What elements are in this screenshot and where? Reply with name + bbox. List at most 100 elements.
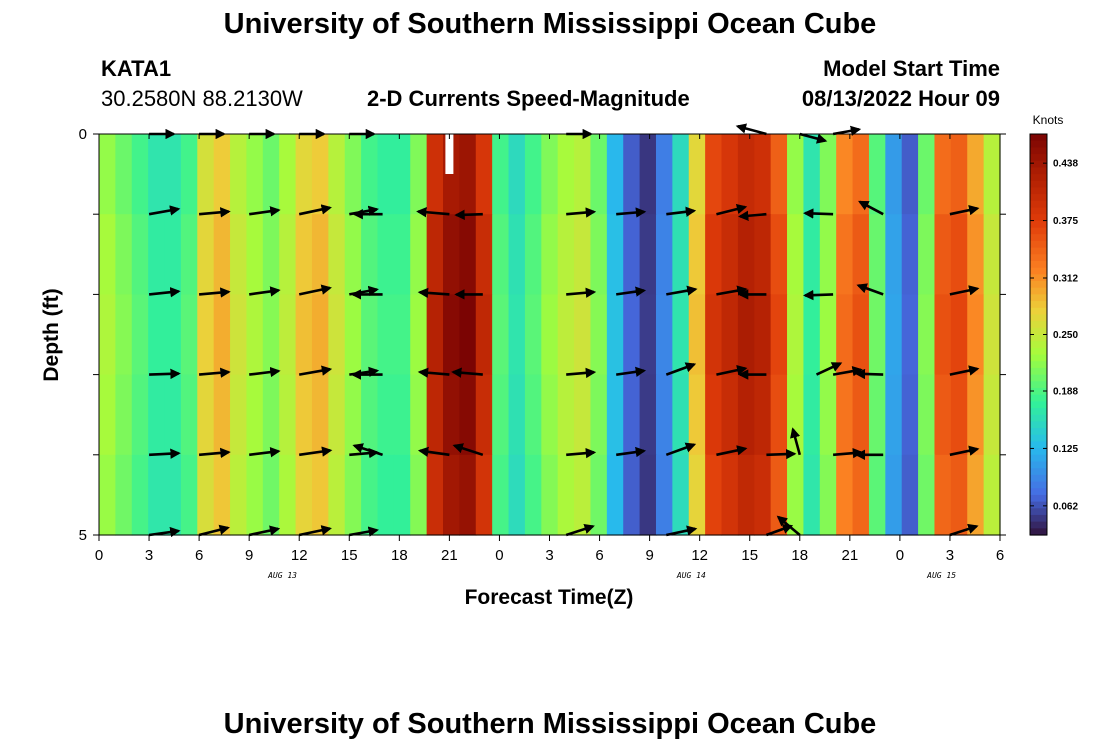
heatmap-cell — [99, 214, 116, 295]
colorbar-segment — [1030, 528, 1047, 536]
heatmap-cell — [950, 214, 968, 295]
heatmap-cell — [541, 454, 559, 536]
colorbar-segment — [1030, 247, 1047, 255]
heatmap-cell — [361, 134, 379, 215]
colorbar-segment — [1030, 240, 1047, 249]
heatmap-cell — [410, 374, 428, 456]
heatmap-cell — [852, 294, 870, 376]
heatmap-cell — [655, 134, 673, 215]
date-label: AUG 14 — [676, 571, 706, 580]
heatmap-cell — [164, 294, 182, 376]
heatmap-cell — [492, 214, 510, 295]
heatmap-cell — [918, 134, 936, 215]
heatmap-cell — [541, 214, 559, 295]
heatmap-cell — [410, 134, 428, 215]
current-vector-arrow — [416, 207, 450, 218]
heatmap-cell — [606, 454, 624, 536]
heatmap-cell — [672, 374, 690, 456]
heatmap-cell — [754, 454, 772, 536]
heatmap-cell — [623, 214, 641, 295]
heatmap-cell — [459, 454, 477, 536]
colorbar-segment — [1030, 154, 1047, 162]
current-vector-arrow — [803, 208, 834, 219]
heatmap-cell — [295, 454, 313, 536]
heatmap-cell — [410, 454, 428, 536]
colorbar-segment — [1030, 254, 1047, 262]
heatmap-cell — [197, 374, 215, 456]
heatmap-cell — [885, 454, 903, 536]
heatmap-cell — [328, 374, 346, 456]
current-vector-arrow — [452, 443, 484, 457]
colorbar-segment — [1030, 441, 1047, 449]
colorbar-segment — [1030, 260, 1047, 269]
heatmap-cell — [606, 294, 624, 376]
page-title: University of Southern Mississippi Ocean… — [223, 8, 877, 40]
heatmap-cell — [688, 134, 706, 215]
heatmap-cell — [983, 214, 1001, 295]
heatmap-cell — [934, 214, 952, 295]
heatmap-cell — [344, 294, 362, 376]
colorbar-segment — [1030, 134, 1047, 142]
colorbar-segment — [1030, 287, 1047, 295]
heatmap-cell — [279, 214, 297, 295]
heatmap-cell — [443, 374, 460, 456]
heatmap-cell — [901, 454, 919, 536]
current-vector-arrow — [832, 125, 862, 136]
heatmap-cell — [393, 454, 411, 536]
current-vector-arrow — [148, 205, 181, 216]
current-vector-arrow — [803, 289, 834, 301]
heatmap-cell — [262, 214, 280, 295]
current-vector-arrow — [666, 206, 697, 217]
heatmap-cell — [311, 454, 329, 536]
footer-title: University of Southern Mississippi Ocean… — [223, 708, 877, 740]
colorbar-segment — [1030, 514, 1047, 523]
current-vector-arrow — [249, 366, 281, 378]
colorbar-segment — [1030, 187, 1047, 195]
heatmap-cell — [803, 374, 821, 456]
heatmap-cell — [901, 294, 919, 376]
heatmap-cell — [983, 294, 1001, 376]
current-vector-arrow — [765, 523, 794, 537]
current-vector-arrow — [666, 525, 698, 537]
heatmap-cell — [819, 454, 837, 536]
x-tick-label: 15 — [341, 547, 358, 564]
colorbar-segment — [1030, 488, 1047, 496]
colorbar-label: Knots — [1033, 113, 1064, 127]
heatmap-cell — [508, 454, 526, 536]
heatmap-cell — [459, 214, 477, 295]
current-vector-arrow — [566, 287, 597, 298]
heatmap-cell — [115, 374, 133, 456]
heatmap-cell — [918, 294, 936, 376]
current-vector-arrow — [665, 442, 697, 457]
colorbar-segment — [1030, 180, 1047, 189]
heatmap-cell — [459, 374, 477, 456]
heatmap-cell — [770, 454, 788, 536]
heatmap-cell — [393, 294, 411, 376]
current-vector-arrow — [198, 367, 231, 378]
heatmap-cell — [705, 134, 723, 215]
heatmap-cell — [279, 134, 297, 215]
current-vector-arrow — [949, 205, 980, 216]
heatmap-cell — [230, 454, 248, 536]
heatmap-cell — [344, 374, 362, 456]
colorbar-segment — [1030, 314, 1047, 322]
heatmap-cell — [574, 214, 592, 295]
colorbar-segment — [1030, 160, 1047, 169]
heatmap-cell — [950, 294, 968, 376]
heatmap-cell — [967, 374, 985, 456]
heatmap-cell — [721, 374, 739, 456]
heatmap-cell — [688, 374, 706, 456]
missing-data-mark — [445, 134, 454, 174]
heatmap-cell — [705, 454, 723, 536]
heatmap-cell — [934, 374, 952, 456]
colorbar-segment — [1030, 434, 1047, 443]
heatmap-cell — [213, 134, 231, 215]
colorbar-segment — [1030, 220, 1047, 229]
heatmap-cell — [475, 294, 493, 376]
heatmap-cell — [868, 374, 886, 456]
heatmap-cell — [148, 214, 166, 295]
current-vector-arrow — [298, 204, 332, 216]
heatmap-cell — [574, 134, 592, 215]
heatmap-cell — [131, 214, 149, 295]
heatmap-cell — [787, 294, 805, 376]
